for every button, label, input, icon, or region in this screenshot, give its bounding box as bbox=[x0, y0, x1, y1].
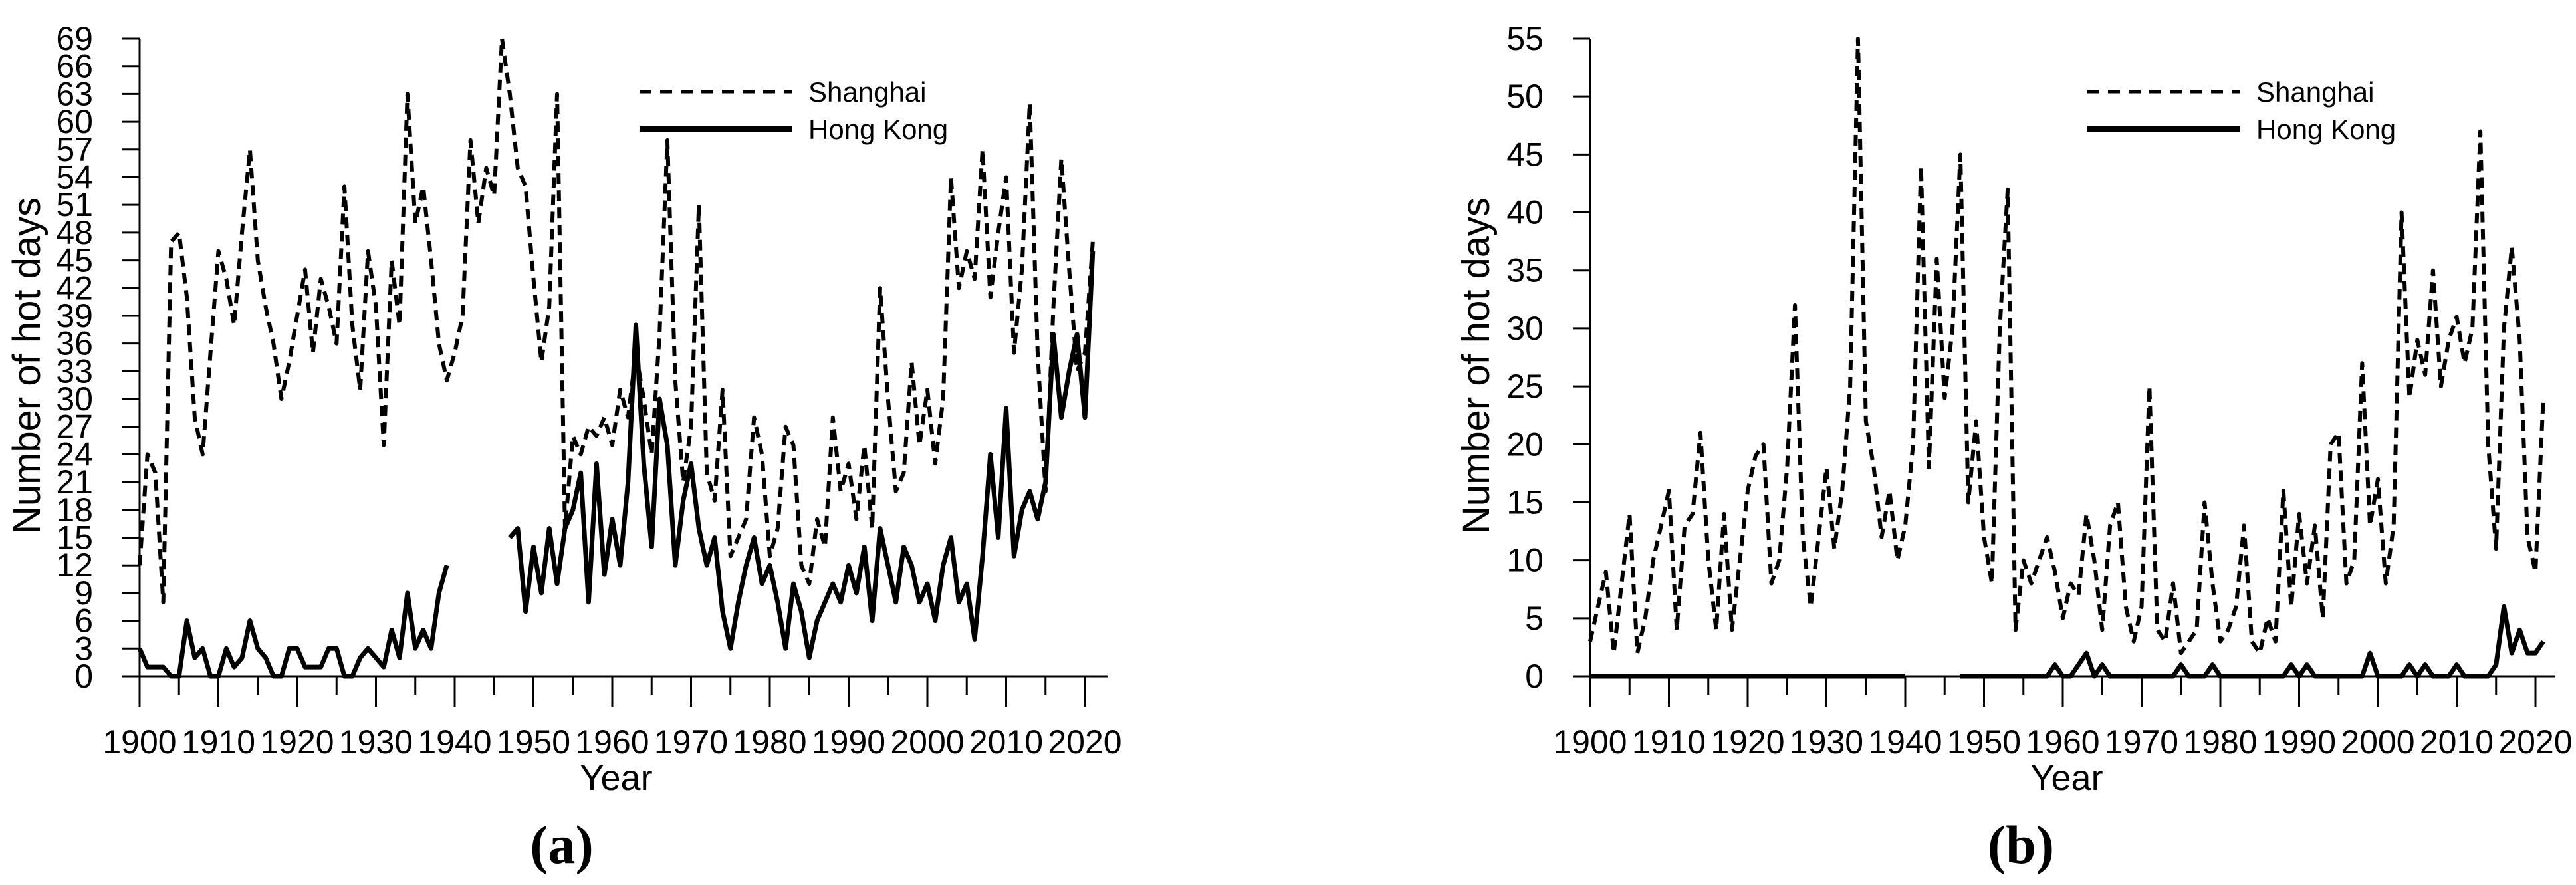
y-tick-label: 5 bbox=[1525, 600, 1544, 637]
legend-label-shanghai: Shanghai bbox=[808, 76, 927, 108]
series-line-hong-kong bbox=[1590, 604, 2545, 679]
x-tick-label: 1910 bbox=[1632, 723, 1706, 761]
x-tick-label: 1970 bbox=[2105, 723, 2178, 761]
panel-caption: (a) bbox=[530, 815, 594, 875]
y-tick-label: 33 bbox=[56, 352, 93, 390]
y-tick-label: 20 bbox=[1506, 426, 1544, 463]
x-tick-label: 1960 bbox=[2026, 723, 2099, 761]
y-tick-label: 27 bbox=[56, 408, 93, 445]
y-tick-label: 30 bbox=[56, 380, 93, 418]
y-tick-label: 24 bbox=[56, 436, 93, 473]
x-tick-label: 1920 bbox=[1710, 723, 1784, 761]
y-tick-label: 36 bbox=[56, 325, 93, 362]
y-tick-label: 18 bbox=[56, 491, 93, 529]
y-tick-label: 57 bbox=[56, 131, 93, 168]
y-tick-label: 40 bbox=[1506, 194, 1544, 231]
x-tick-label: 1920 bbox=[260, 723, 334, 761]
panel-caption: (b) bbox=[1988, 815, 2054, 875]
y-tick-label: 25 bbox=[1506, 368, 1544, 405]
y-tick-label: 15 bbox=[1506, 483, 1544, 521]
x-tick-label: 2000 bbox=[890, 723, 964, 761]
y-tick-label: 0 bbox=[1525, 658, 1544, 695]
chart-b-series bbox=[1588, 37, 2545, 679]
y-tick-label: 12 bbox=[56, 547, 93, 584]
y-tick-label: 3 bbox=[74, 630, 93, 667]
y-tick-label: 15 bbox=[56, 519, 93, 557]
y-tick-label: 45 bbox=[1506, 136, 1544, 173]
x-tick-label: 1930 bbox=[1790, 723, 1863, 761]
legend-label-hong-kong: Hong Kong bbox=[2256, 114, 2396, 145]
chart-a-legend: Shanghai Hong Kong bbox=[640, 76, 948, 145]
x-tick-label: 1930 bbox=[339, 723, 413, 761]
x-tick-label: 1990 bbox=[2262, 723, 2336, 761]
x-tick-label: 1950 bbox=[1947, 723, 2021, 761]
y-tick-label: 48 bbox=[56, 214, 93, 251]
chart-a-series bbox=[137, 37, 1096, 679]
y-tick-label: 51 bbox=[56, 186, 93, 223]
x-tick-label: 2010 bbox=[2420, 723, 2494, 761]
x-tick-label: 2010 bbox=[969, 723, 1043, 761]
legend-label-hong-kong: Hong Kong bbox=[808, 114, 948, 145]
x-tick-label: 1950 bbox=[497, 723, 570, 761]
y-tick-label: 45 bbox=[56, 242, 93, 279]
y-tick-label: 9 bbox=[74, 574, 93, 612]
y-tick-label: 39 bbox=[56, 297, 93, 334]
x-tick-label: 1910 bbox=[181, 723, 255, 761]
y-tick-label: 60 bbox=[56, 103, 93, 140]
chart-a-axes: 0369121518212427303336394245485154576063… bbox=[56, 20, 1121, 761]
legend-label-shanghai: Shanghai bbox=[2256, 76, 2375, 108]
y-tick-label: 54 bbox=[56, 158, 93, 195]
chart-b-legend: Shanghai Hong Kong bbox=[2087, 76, 2396, 145]
x-axis-title: Year bbox=[2030, 758, 2103, 798]
y-tick-label: 69 bbox=[56, 20, 93, 57]
series-line-shanghai bbox=[1588, 37, 2545, 656]
x-tick-label: 1940 bbox=[1868, 723, 1942, 761]
x-tick-label: 1940 bbox=[417, 723, 491, 761]
x-tick-label: 1900 bbox=[1553, 723, 1627, 761]
x-tick-label: 1990 bbox=[812, 723, 885, 761]
y-tick-label: 35 bbox=[1506, 252, 1544, 289]
x-axis-title: Year bbox=[580, 758, 652, 798]
x-tick-label: 1980 bbox=[733, 723, 806, 761]
y-tick-label: 42 bbox=[56, 269, 93, 307]
chart-a: 0369121518212427303336394245485154576063… bbox=[5, 20, 1122, 875]
y-tick-label: 63 bbox=[56, 75, 93, 112]
y-tick-label: 30 bbox=[1506, 310, 1544, 347]
x-tick-label: 2020 bbox=[1048, 723, 1121, 761]
y-tick-label: 21 bbox=[56, 463, 93, 501]
y-axis-title: Number of hot days bbox=[5, 197, 49, 534]
x-tick-label: 2000 bbox=[2341, 723, 2414, 761]
y-tick-label: 66 bbox=[56, 48, 93, 85]
x-tick-label: 1980 bbox=[2183, 723, 2257, 761]
y-tick-label: 0 bbox=[74, 658, 93, 695]
y-axis-title: Number of hot days bbox=[1455, 197, 1498, 534]
x-tick-label: 1900 bbox=[102, 723, 176, 761]
y-tick-label: 50 bbox=[1506, 78, 1544, 115]
series-line-shanghai bbox=[138, 37, 1095, 604]
x-tick-label: 2020 bbox=[2498, 723, 2572, 761]
y-tick-label: 55 bbox=[1506, 20, 1544, 57]
y-tick-label: 6 bbox=[74, 602, 93, 640]
x-tick-label: 1960 bbox=[575, 723, 649, 761]
y-tick-label: 10 bbox=[1506, 542, 1544, 579]
x-tick-label: 1970 bbox=[654, 723, 728, 761]
series-line-hong-kong bbox=[137, 251, 1096, 679]
